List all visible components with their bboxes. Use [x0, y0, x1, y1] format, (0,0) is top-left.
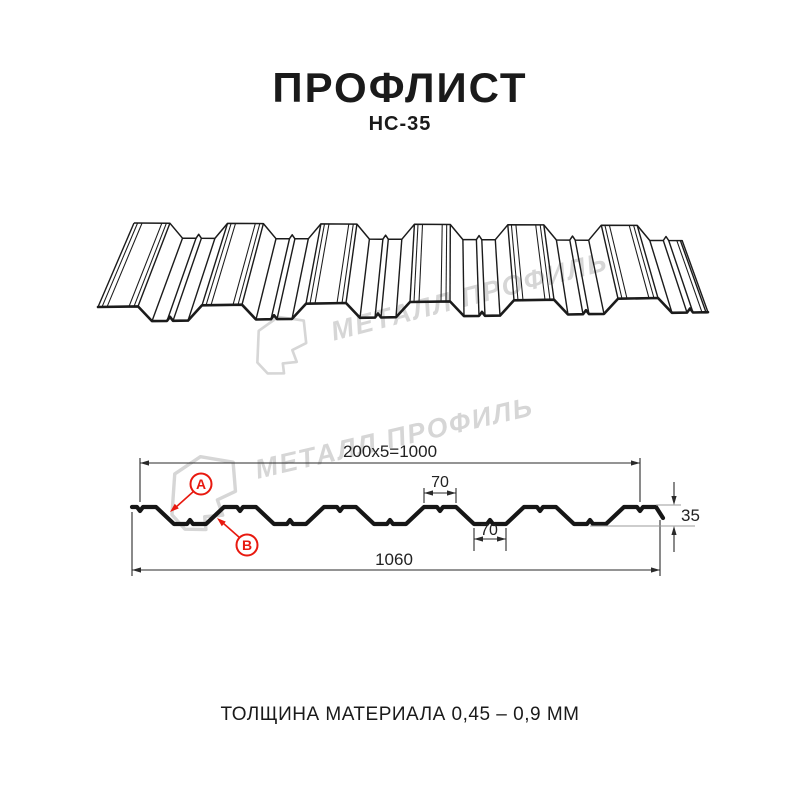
cross-section-profile [129, 504, 666, 527]
metal-profil-logo-icon [256, 315, 308, 375]
page-title: ПРОФЛИСТ [272, 64, 528, 111]
watermark-text: МЕТАЛЛ ПРОФИЛЬ [328, 246, 611, 346]
watermark-text: МЕТАЛЛ ПРОФИЛЬ [252, 391, 536, 484]
profile-3d-view [96, 222, 710, 323]
dim-bottom-flange: 70 [480, 522, 498, 539]
material-thickness-note: ТОЛЩИНА МАТЕРИАЛА 0,45 – 0,9 ММ [220, 704, 580, 725]
callout-a-label: A [196, 476, 206, 492]
callout-a: A [170, 472, 213, 512]
dim-top-span: 200x5=1000 [343, 442, 437, 461]
callout-b: B [217, 518, 259, 557]
dim-height: 35 [681, 506, 700, 525]
metal-profil-logo-icon [170, 454, 238, 532]
dim-overall-width: 1060 [375, 550, 413, 569]
profile-model: НС-35 [368, 113, 432, 135]
dimension-annotations: 200x5=1000 70 70 35 1060 [131, 442, 700, 576]
callout-b-label: B [242, 537, 252, 553]
dim-top-flange: 70 [431, 474, 449, 491]
